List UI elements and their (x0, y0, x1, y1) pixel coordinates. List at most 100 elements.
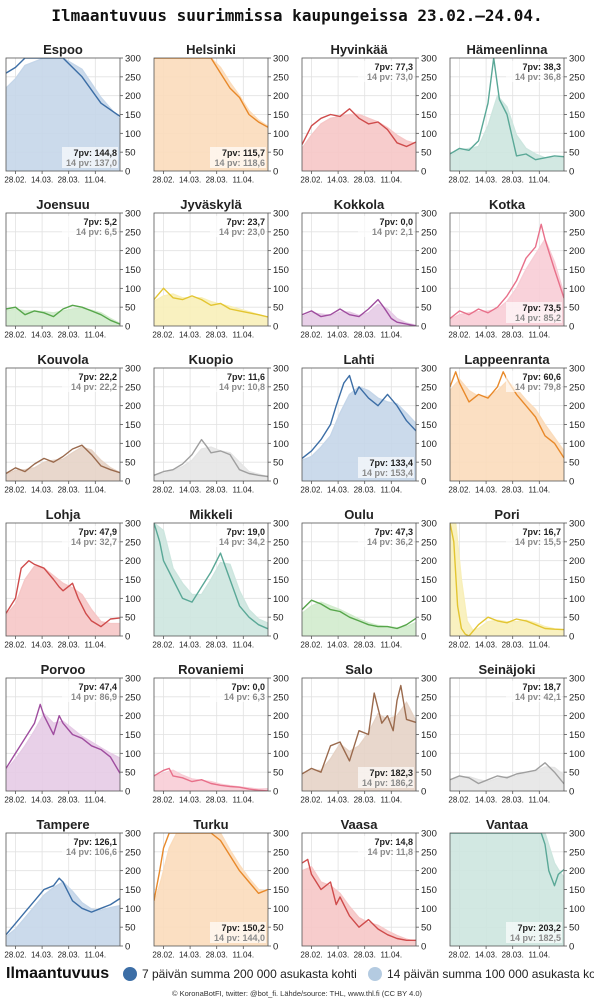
y-tick-label: 0 (273, 167, 278, 178)
y-tick-label: 100 (569, 594, 585, 605)
panel-title: Hämeenlinna (467, 42, 549, 57)
y-tick-label: 250 (421, 847, 437, 858)
series-7day-line (450, 58, 564, 161)
panel-kotka: Kotka 0 50 100 150 200 250 300 28.02. 14.03. 28.03… (448, 197, 584, 340)
y-tick-label: 250 (421, 692, 437, 703)
x-tick-label: 11.04. (84, 951, 106, 960)
y-tick-label: 200 (125, 91, 141, 102)
plot-area (6, 877, 120, 946)
legend-swatch-14day-icon (368, 967, 382, 981)
y-tick-label: 100 (273, 594, 289, 605)
value-badge-bg (358, 836, 414, 857)
panel-title: Tampere (36, 817, 89, 832)
y-tick-label: 0 (421, 477, 426, 488)
y-tick-label: 300 (421, 364, 437, 375)
x-tick-label: 14.03. (31, 176, 53, 185)
plot-area (302, 108, 416, 171)
x-tick-label: 14.03. (179, 331, 201, 340)
y-tick-label: 200 (273, 866, 289, 877)
y-tick-label: 200 (125, 401, 141, 412)
x-tick-label: 14.03. (31, 641, 53, 650)
y-tick-label: 300 (273, 364, 289, 375)
series-7day-line (6, 444, 120, 475)
y-tick-label: 300 (421, 519, 437, 530)
value-7day: 7pv: 5,2 (83, 217, 117, 227)
x-tick-label: 11.04. (528, 331, 550, 340)
y-tick-label: 200 (125, 556, 141, 567)
y-tick-label: 200 (421, 866, 437, 877)
x-tick-label: 14.03. (327, 486, 349, 495)
y-tick-label: 50 (421, 768, 432, 779)
panel-title: Porvoo (41, 662, 86, 677)
series-14day-line (154, 293, 268, 318)
x-tick-label: 28.03. (354, 331, 376, 340)
series-7day-line (6, 703, 120, 774)
x-tick-label: 11.04. (232, 176, 254, 185)
series-14day-line (154, 58, 268, 127)
y-tick-label: 0 (569, 632, 574, 643)
x-tick-label: 28.02. (4, 796, 26, 805)
value-14day: 14 pv: 86,9 (71, 692, 117, 702)
panel-kuopio: Kuopio 0 50 100 150 200 250 300 28.02. 14.03. 28.0… (152, 352, 288, 495)
series-7day-line (154, 58, 268, 128)
series-14day-line (6, 565, 120, 625)
y-tick-label: 200 (273, 246, 289, 257)
y-tick-label: 0 (273, 942, 278, 953)
y-tick-label: 0 (569, 477, 574, 488)
plot-area (6, 444, 120, 481)
panel-title: Mikkeli (189, 507, 232, 522)
value-14day: 14 pv: 36,2 (367, 537, 413, 547)
y-tick-label: 150 (273, 730, 289, 741)
y-tick-label: 150 (125, 730, 141, 741)
y-tick-label: 100 (569, 904, 585, 915)
y-tick-label: 0 (125, 632, 130, 643)
series-14day-area (154, 58, 268, 171)
series-14day-area (154, 447, 268, 481)
x-tick-label: 14.03. (327, 176, 349, 185)
series-7day-line (302, 684, 416, 775)
x-tick-label: 11.04. (84, 486, 106, 495)
value-7day: 7pv: 22,2 (78, 372, 117, 382)
value-7day: 7pv: 19,0 (226, 527, 265, 537)
x-tick-label: 28.03. (354, 176, 376, 185)
y-tick-label: 150 (125, 575, 141, 586)
y-tick-label: 250 (273, 847, 289, 858)
value-14day: 14 pv: 85,2 (515, 313, 561, 323)
x-tick-label: 28.03. (206, 951, 228, 960)
y-tick-label: 200 (125, 711, 141, 722)
y-tick-label: 100 (421, 129, 437, 140)
y-tick-label: 0 (569, 942, 574, 953)
x-tick-label: 28.03. (206, 486, 228, 495)
x-tick-label: 28.03. (502, 176, 524, 185)
series-14day-area (450, 833, 564, 946)
y-tick-label: 150 (421, 730, 437, 741)
series-14day-area (302, 114, 416, 171)
panel-title: Turku (193, 817, 228, 832)
y-tick-label: 50 (273, 458, 284, 469)
series-14day-line (450, 766, 564, 783)
x-tick-label: 28.03. (354, 796, 376, 805)
panel-title: Espoo (43, 42, 83, 57)
y-tick-label: 250 (125, 72, 141, 83)
series-7day-line (302, 374, 416, 459)
y-tick-label: 50 (125, 303, 136, 314)
panel-title: Rovaniemi (178, 662, 244, 677)
panel-jyvaskyla: Jyväskylä 0 50 100 150 200 250 300 28.02. 14.03. 2… (152, 197, 288, 340)
value-14day: 14 pv: 182,5 (510, 933, 561, 943)
value-badge-bg (62, 836, 118, 857)
y-tick-label: 100 (421, 749, 437, 760)
value-14day: 14 pv: 2,1 (372, 227, 413, 237)
value-7day: 7pv: 60,6 (522, 372, 561, 382)
panel-title: Salo (345, 662, 373, 677)
series-14day-area (302, 866, 416, 946)
y-tick-label: 200 (125, 246, 141, 257)
x-tick-label: 28.03. (58, 951, 80, 960)
x-tick-label: 28.03. (502, 331, 524, 340)
value-14day: 14 pv: 23,0 (219, 227, 265, 237)
x-tick-label: 11.04. (528, 486, 550, 495)
panel-oulu: Oulu 0 50 100 150 200 250 300 28.02. 14.03. 28.03.… (300, 507, 436, 650)
x-tick-label: 28.02. (4, 641, 26, 650)
value-badge-bg (506, 371, 562, 392)
y-tick-label: 300 (125, 674, 141, 685)
y-tick-label: 200 (421, 246, 437, 257)
